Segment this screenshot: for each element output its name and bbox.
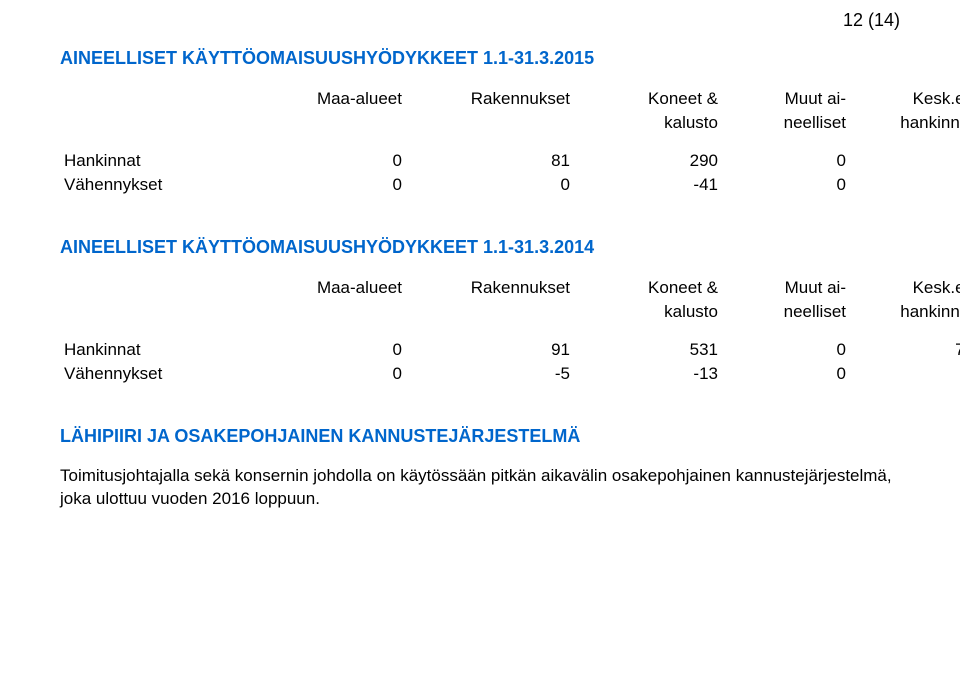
col-header: Kesk.er.	[850, 87, 960, 111]
col-header: neelliset	[722, 300, 850, 324]
cell: 0	[722, 149, 850, 173]
cell: 531	[574, 338, 722, 362]
cell: 0	[850, 173, 960, 197]
table-header-row: Maa-alueet Rakennukset Koneet & Muut ai-…	[60, 276, 960, 300]
table-row: Vähennykset 0 -5 -13 0 0	[60, 362, 960, 386]
cell: 79	[850, 338, 960, 362]
table-2014-body: Hankinnat 0 91 531 0 79 Vähennykset 0 -5…	[60, 338, 960, 386]
section2-title: AINEELLISET KÄYTTÖOMAISUUSHYÖDYKKEET 1.1…	[60, 237, 900, 258]
cell: -13	[574, 362, 722, 386]
cell: 0	[722, 338, 850, 362]
cell: 0	[722, 173, 850, 197]
section1-title: AINEELLISET KÄYTTÖOMAISUUSHYÖDYKKEET 1.1…	[60, 48, 900, 69]
table-header-row: kalusto neelliset hankinnat	[60, 300, 960, 324]
table-row: Hankinnat 0 91 531 0 79	[60, 338, 960, 362]
col-header: Kesk.er.	[850, 276, 960, 300]
row-label: Vähennykset	[60, 362, 248, 386]
table-header-row: kalusto neelliset hankinnat	[60, 111, 960, 135]
table-2015-body: Hankinnat 0 81 290 0 0 Vähennykset 0 0 -…	[60, 149, 960, 197]
cell: -41	[574, 173, 722, 197]
col-header: Rakennukset	[406, 276, 574, 300]
cell: 0	[722, 362, 850, 386]
col-header: hankinnat	[850, 111, 960, 135]
cell: 0	[248, 338, 406, 362]
cell: 290	[574, 149, 722, 173]
cell: 0	[850, 149, 960, 173]
cell: 91	[406, 338, 574, 362]
cell: 0	[248, 173, 406, 197]
cell: -5	[406, 362, 574, 386]
col-header: hankinnat	[850, 300, 960, 324]
col-header: Muut ai-	[722, 87, 850, 111]
table-2015: Maa-alueet Rakennukset Koneet & Muut ai-…	[60, 87, 960, 135]
col-header: Koneet &	[574, 87, 722, 111]
col-header: Koneet &	[574, 276, 722, 300]
table-header-row: Maa-alueet Rakennukset Koneet & Muut ai-…	[60, 87, 960, 111]
cell: 81	[406, 149, 574, 173]
cell: 0	[406, 173, 574, 197]
col-header: Maa-alueet	[248, 276, 406, 300]
col-header: Maa-alueet	[248, 87, 406, 111]
row-label: Hankinnat	[60, 338, 248, 362]
table-row: Vähennykset 0 0 -41 0 0	[60, 173, 960, 197]
col-header: neelliset	[722, 111, 850, 135]
row-label: Vähennykset	[60, 173, 248, 197]
col-header: kalusto	[574, 111, 722, 135]
col-header: Muut ai-	[722, 276, 850, 300]
col-header: kalusto	[574, 300, 722, 324]
section3-paragraph: Toimitusjohtajalla sekä konsernin johdol…	[60, 465, 900, 511]
table-2014: Maa-alueet Rakennukset Koneet & Muut ai-…	[60, 276, 960, 324]
cell: 0	[248, 149, 406, 173]
cell: 0	[248, 362, 406, 386]
cell: 0	[850, 362, 960, 386]
section3-title: LÄHIPIIRI JA OSAKEPOHJAINEN KANNUSTEJÄRJ…	[60, 426, 900, 447]
table-row: Hankinnat 0 81 290 0 0	[60, 149, 960, 173]
col-header: Rakennukset	[406, 87, 574, 111]
page-number: 12 (14)	[843, 10, 900, 31]
row-label: Hankinnat	[60, 149, 248, 173]
